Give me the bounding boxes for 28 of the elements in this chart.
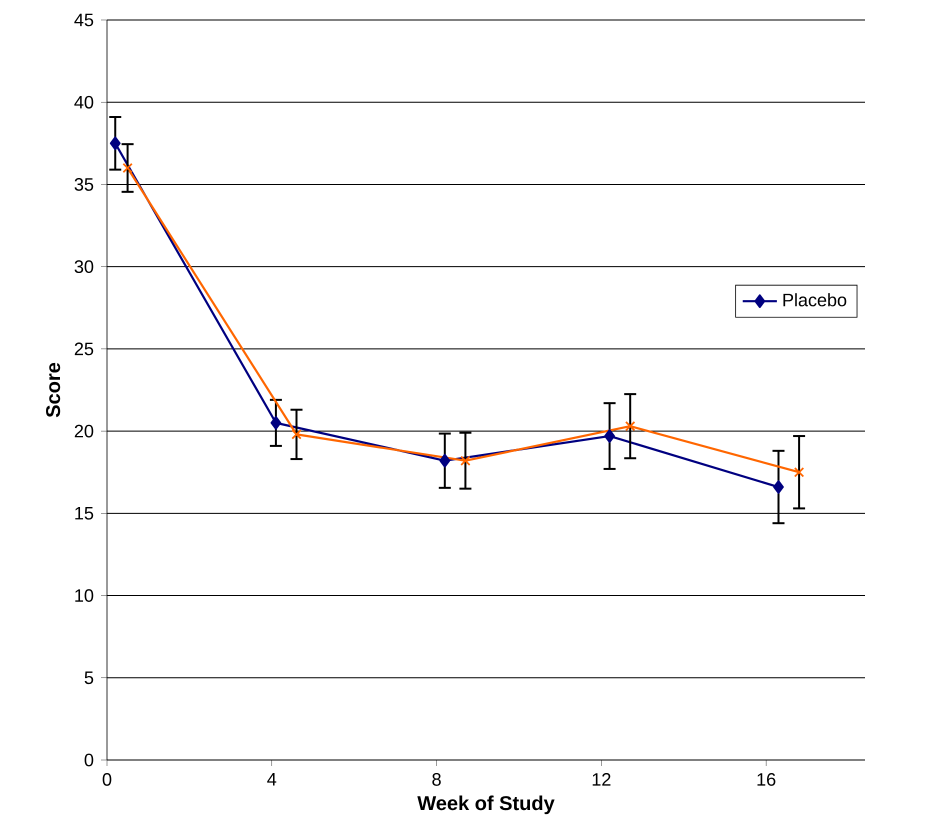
point — [110, 136, 121, 150]
y-tick-label: 10 — [75, 589, 94, 602]
point — [773, 480, 784, 494]
y-tick-label: 45 — [74, 14, 94, 26]
y-tick-label: 15 — [75, 507, 94, 520]
point — [625, 421, 636, 432]
y-tick-label: 25 — [74, 342, 94, 356]
x-tick-label: 16 — [758, 773, 776, 786]
point — [270, 416, 282, 430]
point — [291, 429, 302, 440]
y-tick-label: 20 — [74, 424, 94, 438]
x-axis-title: Week of Study — [417, 796, 555, 814]
y-axis-title: Score — [46, 362, 60, 418]
y-tick-label: 40 — [74, 96, 94, 109]
y-tick-label: 30 — [74, 260, 94, 274]
point — [439, 454, 450, 468]
point — [794, 467, 804, 478]
y-tick-label: 35 — [74, 178, 94, 191]
point — [604, 429, 615, 443]
x-tick-label: 0 — [102, 773, 112, 786]
point — [460, 456, 471, 466]
x-tick-label: 4 — [267, 773, 276, 786]
y-tick-label: 5 — [84, 671, 94, 684]
point — [122, 162, 133, 174]
x-tick-label: 8 — [432, 773, 441, 786]
legend-label: Placebo — [783, 293, 846, 306]
x-tick-label: 12 — [592, 773, 610, 786]
y-tick-label: 0 — [84, 754, 94, 766]
